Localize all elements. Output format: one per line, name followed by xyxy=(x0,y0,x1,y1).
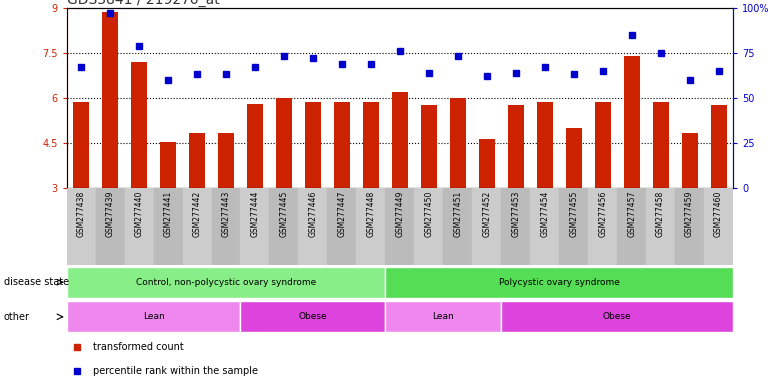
Bar xyxy=(421,106,437,188)
Text: GSM277441: GSM277441 xyxy=(164,190,172,237)
Bar xyxy=(241,188,270,265)
Bar xyxy=(501,188,530,265)
Bar xyxy=(67,267,386,298)
Text: GSM277453: GSM277453 xyxy=(511,190,521,237)
Bar xyxy=(681,132,698,188)
Bar xyxy=(212,188,241,265)
Text: GSM277442: GSM277442 xyxy=(193,190,201,237)
Text: GSM277458: GSM277458 xyxy=(656,190,665,237)
Bar xyxy=(334,103,350,188)
Text: Lean: Lean xyxy=(143,312,165,321)
Text: GSM277452: GSM277452 xyxy=(482,190,492,237)
Bar xyxy=(508,106,524,188)
Bar xyxy=(652,103,669,188)
Bar xyxy=(537,103,553,188)
Bar xyxy=(125,188,154,265)
Text: other: other xyxy=(4,312,30,322)
Bar xyxy=(241,301,386,332)
Bar xyxy=(450,98,466,188)
Text: GDS3841 / 219270_at: GDS3841 / 219270_at xyxy=(67,0,220,7)
Text: GSM277454: GSM277454 xyxy=(540,190,550,237)
Text: GSM277459: GSM277459 xyxy=(685,190,694,237)
Bar xyxy=(559,188,588,265)
Text: GSM277447: GSM277447 xyxy=(337,190,347,237)
Bar xyxy=(299,188,328,265)
Bar xyxy=(189,132,205,188)
Bar xyxy=(479,139,495,188)
Text: GSM277450: GSM277450 xyxy=(424,190,434,237)
Text: GSM277443: GSM277443 xyxy=(222,190,230,237)
Text: GSM277449: GSM277449 xyxy=(395,190,405,237)
Bar xyxy=(270,188,299,265)
Bar xyxy=(704,188,733,265)
Text: GSM277444: GSM277444 xyxy=(250,190,260,237)
Text: GSM277439: GSM277439 xyxy=(106,190,114,237)
Bar xyxy=(67,301,241,332)
Text: Obese: Obese xyxy=(603,312,631,321)
Text: Control, non-polycystic ovary syndrome: Control, non-polycystic ovary syndrome xyxy=(136,278,316,287)
Text: GSM277456: GSM277456 xyxy=(598,190,607,237)
Bar xyxy=(386,267,733,298)
Bar xyxy=(710,106,727,188)
Bar xyxy=(276,98,292,188)
Bar xyxy=(414,188,443,265)
Bar xyxy=(67,188,96,265)
Bar xyxy=(305,103,321,188)
Bar xyxy=(595,103,611,188)
Bar xyxy=(392,92,408,188)
Text: GSM277445: GSM277445 xyxy=(279,190,289,237)
Bar xyxy=(617,188,646,265)
Bar xyxy=(102,12,118,188)
Bar xyxy=(96,188,125,265)
Bar xyxy=(386,188,414,265)
Text: GSM277451: GSM277451 xyxy=(453,190,463,237)
Bar xyxy=(386,301,501,332)
Bar xyxy=(623,56,640,188)
Bar xyxy=(218,132,234,188)
Bar xyxy=(566,128,582,188)
Text: Lean: Lean xyxy=(433,312,454,321)
Text: disease state: disease state xyxy=(4,277,69,287)
Bar xyxy=(646,188,675,265)
Bar xyxy=(588,188,617,265)
Bar xyxy=(472,188,501,265)
Bar xyxy=(357,188,386,265)
Bar xyxy=(73,103,89,188)
Text: GSM277455: GSM277455 xyxy=(569,190,578,237)
Bar xyxy=(183,188,212,265)
Text: Polycystic ovary syndrome: Polycystic ovary syndrome xyxy=(499,278,619,287)
Text: GSM277460: GSM277460 xyxy=(714,190,723,237)
Text: transformed count: transformed count xyxy=(93,341,184,352)
Text: GSM277457: GSM277457 xyxy=(627,190,636,237)
Bar xyxy=(247,104,263,188)
Text: percentile rank within the sample: percentile rank within the sample xyxy=(93,366,258,376)
Bar xyxy=(363,103,379,188)
Bar xyxy=(131,62,147,188)
Text: GSM277448: GSM277448 xyxy=(366,190,376,237)
Bar xyxy=(160,142,176,188)
Text: GSM277438: GSM277438 xyxy=(77,190,85,237)
Text: Obese: Obese xyxy=(299,312,327,321)
Bar xyxy=(675,188,704,265)
Bar xyxy=(443,188,472,265)
Bar xyxy=(328,188,357,265)
Text: GSM277446: GSM277446 xyxy=(308,190,318,237)
Bar xyxy=(501,301,733,332)
Bar xyxy=(530,188,559,265)
Text: GSM277440: GSM277440 xyxy=(135,190,143,237)
Bar xyxy=(154,188,183,265)
